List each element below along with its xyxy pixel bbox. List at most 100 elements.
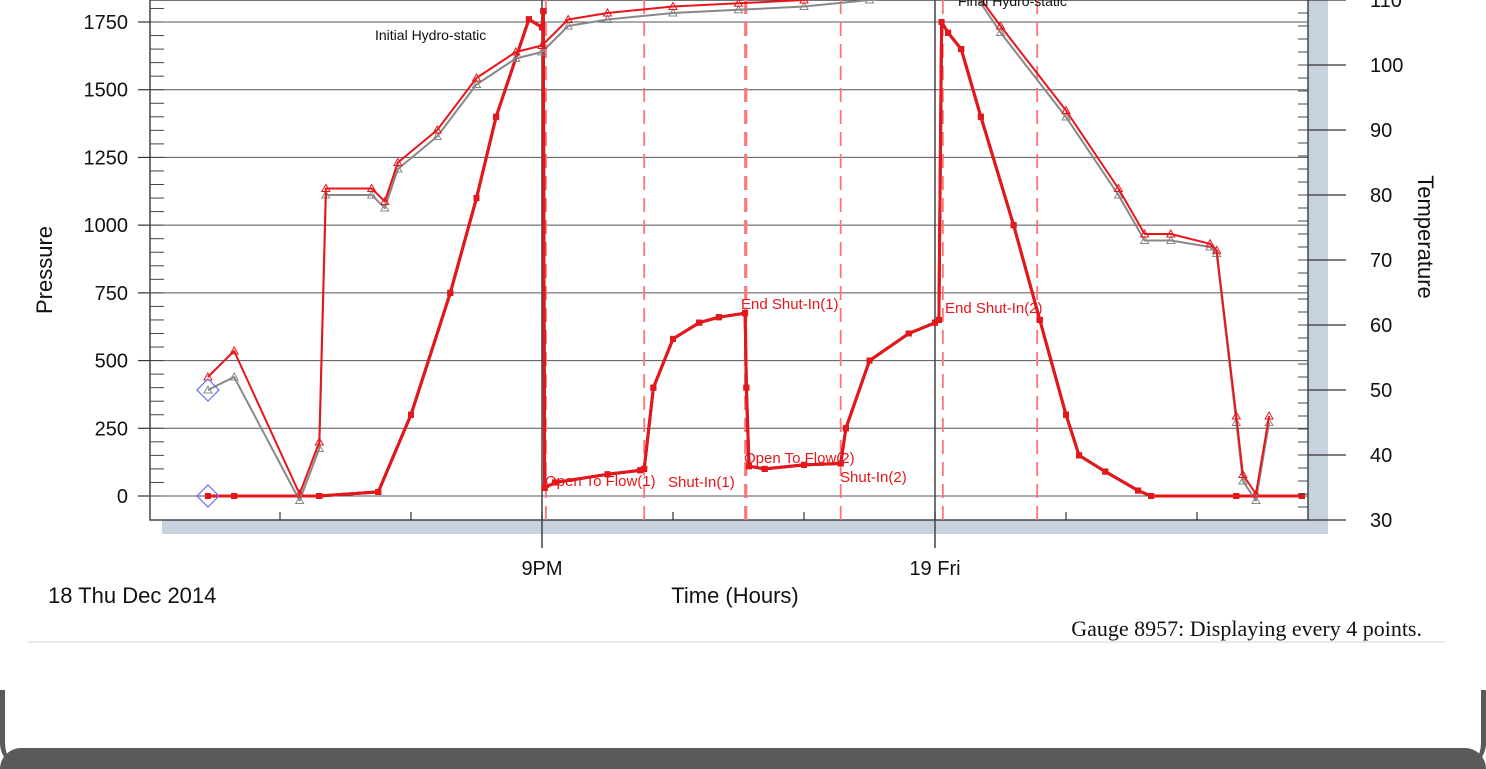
data-point-pressure — [905, 330, 912, 337]
data-point-pressure — [1010, 222, 1017, 229]
y2-tick-label: 100 — [1370, 55, 1403, 77]
data-point-pressure — [1102, 468, 1109, 475]
data-point-pressure — [866, 357, 873, 364]
data-point-pressure — [670, 335, 676, 342]
data-point-pressure — [761, 465, 768, 472]
data-point-temperature — [995, 20, 1006, 30]
annotation-label: End Shut-In(1) — [741, 296, 839, 313]
data-point-pressure — [204, 493, 211, 499]
data-point-temperature — [203, 384, 213, 394]
data-point-pressure — [938, 19, 945, 25]
data-point-temperature — [799, 0, 809, 4]
data-point-temperature — [733, 0, 744, 7]
frame-corner-right — [1458, 690, 1486, 769]
series-line-pressure — [207, 9, 1302, 498]
data-point-pressure — [1233, 493, 1240, 499]
y2-tick-label: 50 — [1370, 380, 1392, 402]
data-point-pressure — [375, 488, 382, 495]
data-point-pressure — [945, 29, 952, 36]
annotation-label: Final Hydro-static — [958, 0, 1067, 9]
y2-tick-label: 40 — [1370, 445, 1392, 467]
data-point-pressure — [932, 319, 938, 326]
data-point-temperature — [668, 7, 678, 17]
diamond-marker — [196, 378, 220, 402]
data-point-temperature — [668, 1, 678, 10]
data-point-pressure — [958, 46, 965, 53]
axes: 0 250 500 750 1000 1250 1500 1750 30 40 50 60 70 80 90… — [84, 0, 1403, 580]
data-point-pressure — [473, 195, 480, 202]
annotation-label: End Shut-In(2) — [945, 300, 1043, 317]
data-point-temperature — [393, 157, 403, 166]
annotation-label: Shut-In(1) — [668, 474, 735, 491]
data-point-temperature — [563, 20, 574, 30]
y-tick-label: 1250 — [84, 147, 129, 169]
x-tick-label: 9PM — [521, 558, 562, 580]
y2-tick-label: 90 — [1370, 120, 1392, 142]
data-point-pressure — [715, 314, 722, 321]
data-point-temperature — [432, 124, 443, 134]
data-point-pressure — [539, 24, 545, 31]
data-point-pressure — [650, 384, 657, 391]
data-point-pressure — [742, 310, 749, 317]
annotation-label: Open To Flow(1) — [545, 473, 656, 490]
data-point-pressure — [1063, 411, 1069, 418]
data-point-temperature — [537, 46, 547, 56]
data-point-temperature — [1061, 105, 1071, 114]
y2-tick-label: 60 — [1370, 315, 1392, 337]
y2-tick-label: 30 — [1370, 510, 1392, 532]
plot-area — [149, 0, 1309, 521]
data-point-pressure — [525, 16, 532, 23]
data-point-temperature — [1205, 238, 1215, 248]
diamond-marker — [196, 484, 220, 508]
data-point-pressure — [837, 460, 844, 467]
data-point-temperature — [320, 183, 331, 192]
series-layer: Initial Hydro-static Final Hydro-static Op… — [196, 0, 1305, 508]
y-tick-label: 1500 — [84, 80, 129, 102]
data-point-pressure — [743, 384, 750, 391]
data-point-temperature — [1231, 410, 1242, 420]
y-tick-label: 1750 — [84, 12, 129, 34]
data-point-temperature — [537, 40, 547, 49]
data-point-temperature — [471, 72, 482, 82]
x-axis-title: Time (Hours) — [671, 583, 799, 608]
y-tick-label: 750 — [95, 283, 128, 305]
data-point-pressure — [316, 493, 323, 499]
data-point-temperature — [602, 7, 613, 17]
data-point-temperature — [229, 371, 240, 381]
data-point-pressure — [447, 289, 454, 296]
data-point-temperature — [379, 202, 390, 212]
data-point-temperature — [1165, 235, 1176, 244]
data-point-temperature — [366, 189, 377, 199]
data-point-pressure — [842, 425, 849, 432]
data-point-pressure — [1076, 452, 1083, 459]
data-point-temperature — [471, 79, 482, 88]
data-point-temperature — [1113, 189, 1124, 199]
grid-lines — [150, 0, 1308, 548]
series-line-temperature — [207, 0, 1271, 495]
y-tick-label: 250 — [95, 418, 128, 440]
data-point-pressure — [637, 467, 644, 474]
data-point-pressure — [552, 479, 559, 486]
plot-shadow-bottom — [162, 520, 1328, 534]
data-point-pressure — [408, 411, 414, 418]
data-point-pressure — [1036, 316, 1043, 323]
data-point-temperature — [995, 27, 1006, 36]
data-point-temperature — [203, 371, 213, 381]
data-point-pressure — [1148, 493, 1155, 499]
data-point-temperature — [1251, 495, 1261, 504]
data-point-pressure — [1298, 493, 1305, 499]
data-point-temperature — [733, 4, 744, 14]
data-point-pressure — [641, 465, 648, 472]
y-tick-label: 0 — [117, 486, 128, 508]
y-tick-label: 1000 — [84, 215, 129, 237]
data-point-temperature — [510, 53, 521, 62]
data-point-temperature — [1165, 228, 1176, 238]
data-point-pressure — [696, 319, 703, 326]
data-point-temperature — [510, 46, 521, 56]
data-point-temperature — [602, 14, 613, 23]
data-point-temperature — [1211, 245, 1222, 254]
annotation-label: Shut-In(2) — [840, 469, 907, 486]
data-point-temperature — [294, 495, 305, 504]
data-point-temperature — [1061, 111, 1071, 121]
